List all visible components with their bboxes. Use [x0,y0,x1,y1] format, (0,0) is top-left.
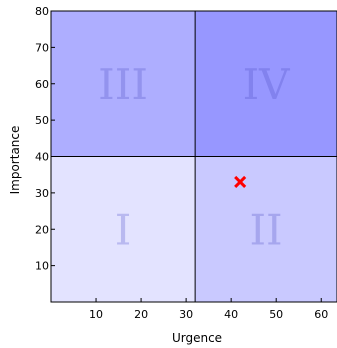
y-axis-label: Importance [8,126,22,195]
x-tick-label: 60 [314,308,328,321]
y-tick-label: 70 [35,41,49,54]
quadrant-area-4 [195,11,337,157]
quadrant-label-2: II [249,205,282,254]
y-tick-label: 10 [35,260,49,273]
quadrant-areas [51,11,337,302]
data-point-1 [234,175,247,189]
quadrant-label-4: IV [243,60,291,109]
quadrant-label-3: III [98,60,148,109]
x-tick-label: 10 [89,308,103,321]
x-tick-label: 30 [179,308,193,321]
quadrant-area-1 [51,156,196,302]
y-axis-ticks: 10 20 30 40 50 60 70 80 [35,5,55,273]
y-tick-label: 20 [35,223,49,236]
y-tick-label: 30 [35,187,49,200]
quadrant-area-3 [51,11,196,157]
y-tick-label: 80 [35,5,49,18]
x-axis-label: Urgence [172,331,222,345]
x-tick-label: 20 [134,308,148,321]
quadrant-dividers [51,11,337,302]
y-tick-label: 50 [35,114,49,127]
x-tick-label: 50 [269,308,283,321]
data-point-stroke [234,175,247,189]
y-tick-label: 40 [35,151,49,164]
quadrant-area-2 [195,156,337,302]
x-tick-label: 40 [224,308,238,321]
x-axis-ticks: 10 20 30 40 50 60 [89,298,328,321]
quadrant-label-1: I [115,205,132,254]
data-points [234,175,247,189]
y-tick-label: 60 [35,78,49,91]
